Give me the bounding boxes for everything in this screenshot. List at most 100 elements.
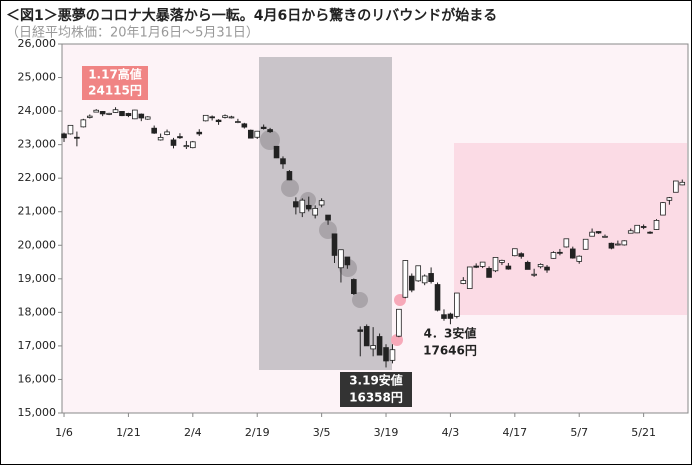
candle-body xyxy=(473,265,479,268)
candle-body xyxy=(132,109,138,120)
candle-body xyxy=(74,136,80,139)
crash-zone xyxy=(259,57,392,370)
candle-body xyxy=(492,257,499,272)
candle-body xyxy=(415,265,422,282)
candle-body xyxy=(119,111,125,117)
x-tick-label: 2/19 xyxy=(245,426,270,439)
candle-body xyxy=(621,240,628,246)
candle-body xyxy=(170,139,177,146)
candle-body xyxy=(569,248,576,259)
x-tick-label: 3/19 xyxy=(374,426,399,439)
candle-body xyxy=(389,349,396,361)
candle-body xyxy=(215,119,222,123)
candle-body xyxy=(595,231,602,234)
y-tick-label: 26,000 xyxy=(18,37,57,50)
candle-body xyxy=(576,255,583,262)
annotation: 3.19安値 xyxy=(349,373,403,388)
candle-body xyxy=(499,259,505,263)
candle-body xyxy=(280,158,286,165)
candle-body xyxy=(125,113,132,117)
candle-body xyxy=(357,329,364,332)
y-tick-label: 21,000 xyxy=(18,205,57,218)
high-annotation-box xyxy=(82,66,148,100)
x-tick-label: 2/4 xyxy=(184,426,202,439)
annotation: 24115円 xyxy=(88,84,142,98)
candle-body xyxy=(537,264,544,268)
y-tick-label: 25,000 xyxy=(18,71,57,84)
candle-body xyxy=(196,131,203,135)
candle-body xyxy=(164,131,170,135)
candle-body xyxy=(235,121,241,123)
candle-body xyxy=(550,252,557,259)
candle-body xyxy=(351,279,357,295)
candle-body xyxy=(106,112,112,115)
annotation: 17646円 xyxy=(423,344,477,358)
candle-body xyxy=(518,253,525,257)
candle-body xyxy=(247,129,254,139)
y-tick-label: 22,000 xyxy=(18,171,57,184)
candle-body xyxy=(402,260,409,298)
candle-body xyxy=(61,133,67,139)
annotation: 16358円 xyxy=(349,391,403,405)
annotation: 1.17高値 xyxy=(88,67,142,82)
candle-body xyxy=(396,308,402,337)
y-tick-label: 18,000 xyxy=(18,305,57,318)
candle-body xyxy=(408,275,415,291)
x-tick-label: 4/3 xyxy=(442,426,460,439)
y-tick-label: 15,000 xyxy=(18,406,57,419)
candle-body xyxy=(112,109,119,113)
candle-body xyxy=(267,129,273,133)
candle-body xyxy=(563,238,570,248)
candle-body xyxy=(673,180,679,193)
candle-body xyxy=(454,292,460,317)
candle-body xyxy=(557,251,563,254)
candle-body xyxy=(363,326,370,347)
candle-body xyxy=(370,345,376,350)
candle-body xyxy=(286,171,293,181)
y-tick-label: 19,000 xyxy=(18,272,57,285)
x-tick-label: 1/21 xyxy=(116,426,141,439)
candle-body xyxy=(202,114,209,122)
x-tick-label: 5/7 xyxy=(570,426,588,439)
candle-body xyxy=(647,231,653,234)
candle-body xyxy=(441,314,447,319)
candle-body xyxy=(338,249,344,269)
candle-body xyxy=(138,113,145,119)
candle-body xyxy=(447,313,454,319)
candle-body xyxy=(331,233,338,256)
chart-subtitle: （日経平均株価：20年1月6日～5月31日） xyxy=(6,26,259,41)
candles xyxy=(61,107,686,368)
candle-body xyxy=(177,136,183,139)
candle-body xyxy=(99,111,106,115)
candle-body xyxy=(627,230,634,234)
candle-body xyxy=(634,224,640,234)
candle-body xyxy=(325,214,331,221)
candle-body xyxy=(209,116,215,119)
candle-body xyxy=(544,266,550,271)
candle-body xyxy=(157,136,164,141)
candle-body xyxy=(615,243,621,246)
candle-body xyxy=(460,280,467,284)
candle-body xyxy=(505,265,512,270)
candle-body xyxy=(524,261,531,270)
candle-body xyxy=(660,202,666,216)
candle-body xyxy=(260,126,267,129)
y-tick-label: 20,000 xyxy=(18,238,57,251)
candle-body xyxy=(421,275,428,284)
candle-body xyxy=(312,207,318,216)
candle-body xyxy=(67,124,74,135)
candle-body xyxy=(190,141,196,149)
candle-body xyxy=(666,197,673,201)
candle-body xyxy=(183,145,190,148)
candle-body xyxy=(640,226,647,228)
candle-body xyxy=(228,116,235,119)
candle-body xyxy=(344,256,351,266)
candle-body xyxy=(383,347,389,362)
candle-body xyxy=(93,109,100,113)
candle-body xyxy=(512,248,518,257)
candle-body xyxy=(589,231,595,237)
x-tick-label: 3/5 xyxy=(313,426,331,439)
candle-body xyxy=(318,200,325,206)
candle-body xyxy=(531,273,537,276)
